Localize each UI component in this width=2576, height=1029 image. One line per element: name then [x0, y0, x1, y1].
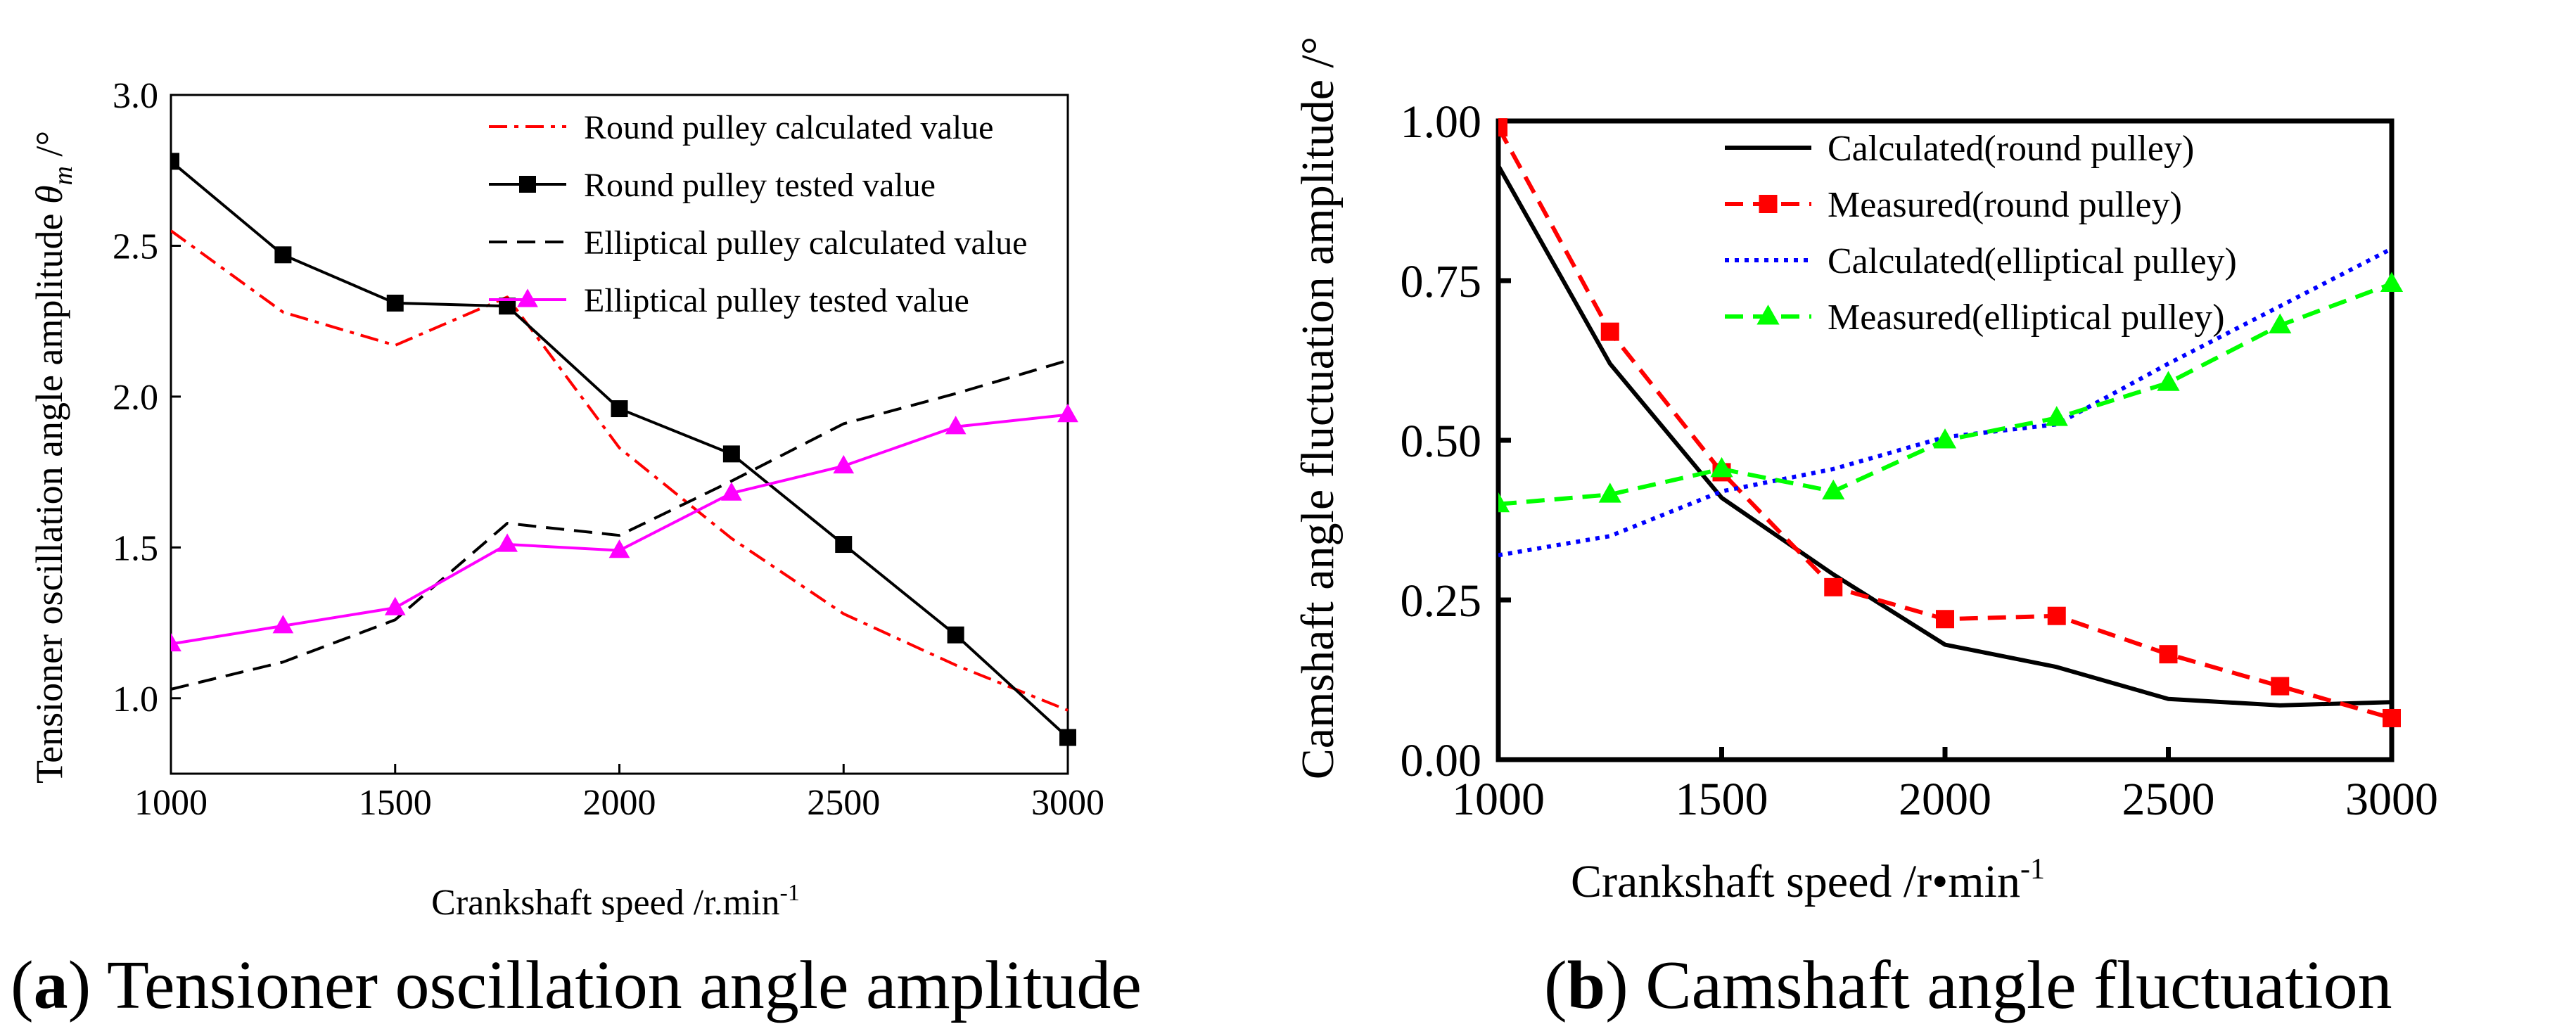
- chart-b-series-4: [1498, 271, 2404, 513]
- chart-a-legend-label: Round pulley calculated value: [584, 109, 993, 146]
- chart-a-legend-label: Round pulley tested value: [584, 167, 936, 204]
- chart-b-data-point: [1498, 118, 1507, 137]
- chart-b-x-tick-label: 2500: [2122, 774, 2215, 825]
- chart-a-series-line: [171, 229, 1069, 712]
- chart-b-data-point: [2047, 606, 2066, 625]
- chart-b-y-tick-label: 0.50: [1401, 416, 1482, 467]
- chart-b-series-line: [1498, 165, 2392, 708]
- chart-a-data-point: [835, 536, 853, 554]
- chart-a-x-tick-label: 2000: [583, 783, 656, 823]
- chart-a-y-tick-label: 2.5: [113, 227, 158, 267]
- chart-b-data-point: [1710, 456, 1733, 478]
- chart-b-data-point: [2159, 645, 2178, 664]
- chart-b-legend-marker: [1759, 195, 1778, 213]
- chart-a-series-1: [171, 229, 1069, 712]
- chart-b-xlabel: Crankshaft speed /r•min-1: [1571, 853, 2045, 907]
- chart-a-data-point: [611, 400, 628, 418]
- chart-a-data-point: [608, 539, 630, 558]
- chart-a-data-point: [384, 596, 406, 615]
- chart-a-data-point: [497, 533, 518, 552]
- chart-b-data-point: [2380, 271, 2404, 293]
- chart-b-series-3: [1498, 246, 2393, 558]
- chart-b-x-tick-label: 1000: [1452, 774, 1545, 825]
- chart-b-data-point: [2269, 313, 2292, 334]
- chart-a-x-tick-label: 2500: [807, 783, 880, 823]
- chart-a-series-4: [171, 403, 1078, 652]
- chart-b-data-point: [1822, 479, 1845, 500]
- chart-b-data-point: [1600, 322, 1619, 341]
- chart-b-x-tick-label: 2000: [1899, 774, 1991, 825]
- chart-a-legend-label: Elliptical pulley calculated value: [584, 224, 1027, 262]
- chart-a-legend-label: Elliptical pulley tested value: [584, 282, 969, 319]
- chart-a-data-point: [1057, 403, 1078, 423]
- chart-a-x-tick-label: 1500: [359, 783, 432, 823]
- chart-a-data-point: [272, 615, 294, 634]
- chart-b-data-point: [1598, 482, 1621, 503]
- chart-b-data-point: [1824, 577, 1843, 596]
- chart-a-data-point: [171, 632, 181, 652]
- chart-b-data-point: [1933, 428, 1957, 449]
- chart-b-legend-label: Calculated(elliptical pulley): [1828, 241, 2237, 281]
- chart-b-legend-label: Measured(elliptical pulley): [1828, 298, 2225, 338]
- chart-b-y-tick-label: 0.00: [1401, 735, 1482, 786]
- chart-b-data-point: [2271, 677, 2290, 696]
- chart-a-y-tick-label: 1.5: [113, 529, 158, 569]
- chart-b-ylabel: Camshaft angle fluctuation amplitude /°: [1292, 37, 1344, 779]
- chart-b-series-1: [1498, 165, 2392, 708]
- chart-b-x-tick-label: 3000: [2345, 774, 2438, 825]
- caption-b: (b) Camshaft angle fluctuation: [1544, 947, 2392, 1023]
- caption-a: (a) Tensioner oscillation angle amplitud…: [11, 947, 1142, 1023]
- chart-b-y-tick-label: 0.75: [1401, 256, 1482, 307]
- chart-b-legend-marker: [1756, 305, 1780, 325]
- chart-b: Camshaft angle fluctuation amplitude /° …: [1292, 37, 2438, 907]
- chart-a-data-point: [171, 153, 179, 170]
- chart-a-series-line: [171, 359, 1069, 691]
- chart-a-data-point: [945, 416, 967, 435]
- chart-b-data-point: [1936, 610, 1954, 629]
- chart-a-data-point: [274, 246, 292, 264]
- chart-a-data-point: [833, 454, 855, 474]
- chart-a-data-point: [386, 294, 404, 312]
- chart-a-data-point: [947, 626, 964, 644]
- chart-b-x-tick-label: 1500: [1676, 774, 1768, 825]
- chart-a-legend-marker: [517, 288, 538, 307]
- chart-a-series-3: [171, 359, 1069, 691]
- chart-a-legend-marker: [519, 176, 536, 193]
- chart-a-y-tick-label: 1.0: [113, 679, 158, 720]
- chart-b-data-point: [2157, 371, 2180, 391]
- chart-b-y-tick-label: 1.00: [1401, 96, 1482, 148]
- chart-a-data-point: [722, 445, 740, 463]
- chart-a-y-tick-label: 2.0: [113, 378, 158, 418]
- chart-b-data-point: [2045, 406, 2068, 426]
- chart-a-y-tick-label: 3.0: [113, 76, 158, 116]
- chart-a-x-tick-label: 1000: [134, 783, 208, 823]
- chart-a-ylabel: Tensioner oscillation angle amplitude θm…: [28, 131, 78, 784]
- chart-b-series-line: [1498, 246, 2393, 558]
- chart-a-x-tick-label: 3000: [1031, 783, 1104, 823]
- chart-a-data-point: [1059, 729, 1076, 746]
- chart-b-legend-label: Calculated(round pulley): [1828, 129, 2194, 169]
- chart-a-xlabel: Crankshaft speed /r.min-1: [431, 880, 800, 923]
- chart-a: Tensioner oscillation angle amplitude θm…: [28, 76, 1104, 923]
- chart-b-y-tick-label: 0.25: [1401, 575, 1482, 627]
- chart-b-data-point: [2383, 708, 2401, 727]
- chart-b-legend-label: Measured(round pulley): [1828, 185, 2182, 225]
- chart-a-data-point: [720, 482, 742, 501]
